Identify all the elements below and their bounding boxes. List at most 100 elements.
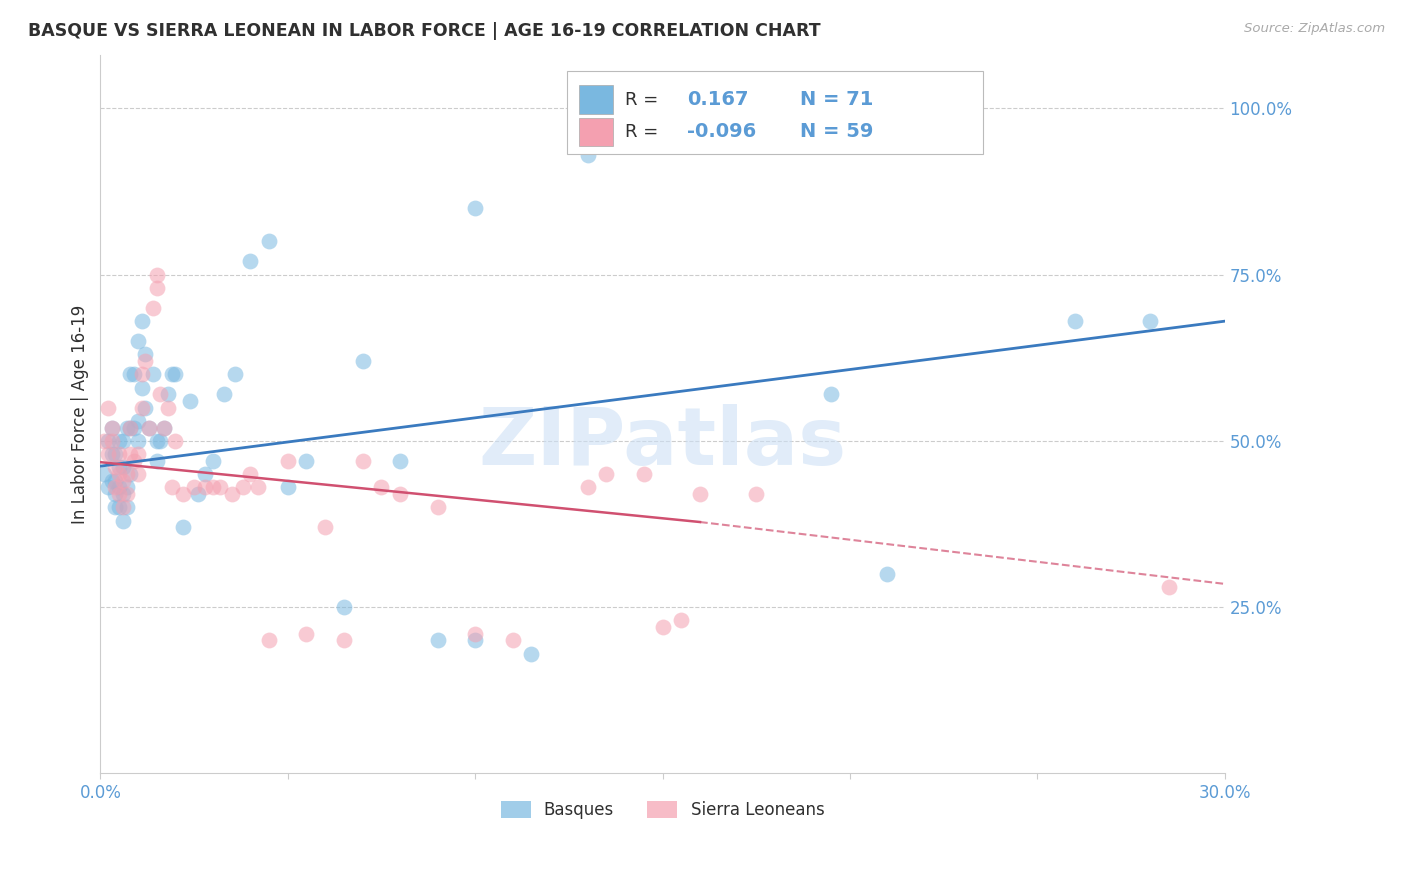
Point xyxy=(131,401,153,415)
Point xyxy=(108,487,131,501)
Point xyxy=(127,414,149,428)
Point xyxy=(160,368,183,382)
Point xyxy=(131,381,153,395)
Point xyxy=(295,454,318,468)
Point xyxy=(111,500,134,515)
Point xyxy=(100,474,122,488)
Point xyxy=(502,633,524,648)
Point xyxy=(295,626,318,640)
Point xyxy=(277,480,299,494)
Point xyxy=(127,434,149,448)
Point xyxy=(122,420,145,434)
Point xyxy=(127,447,149,461)
Point xyxy=(352,454,374,468)
Point xyxy=(257,235,280,249)
Point xyxy=(115,480,138,494)
Point xyxy=(165,368,187,382)
Point xyxy=(232,480,254,494)
Text: 0.167: 0.167 xyxy=(688,90,749,109)
Point xyxy=(100,447,122,461)
Point xyxy=(464,633,486,648)
Point xyxy=(333,600,356,615)
Point xyxy=(239,254,262,268)
Point xyxy=(120,420,142,434)
Point xyxy=(115,420,138,434)
Y-axis label: In Labor Force | Age 16-19: In Labor Force | Age 16-19 xyxy=(72,305,89,524)
Point xyxy=(576,480,599,494)
Point xyxy=(165,434,187,448)
Point xyxy=(576,135,599,149)
Point xyxy=(389,487,412,501)
Point xyxy=(156,401,179,415)
Point xyxy=(224,368,246,382)
Point xyxy=(1063,314,1085,328)
Point xyxy=(104,474,127,488)
Point xyxy=(145,281,167,295)
Point xyxy=(131,314,153,328)
Point xyxy=(194,480,217,494)
Point xyxy=(314,520,336,534)
Point xyxy=(97,434,120,448)
Point xyxy=(212,387,235,401)
Point xyxy=(97,447,120,461)
Point xyxy=(111,514,134,528)
Point xyxy=(122,368,145,382)
Point xyxy=(153,420,176,434)
Point xyxy=(179,394,201,409)
Point xyxy=(426,500,449,515)
Point xyxy=(651,620,673,634)
Point xyxy=(370,480,392,494)
Point xyxy=(149,434,172,448)
Point xyxy=(153,420,176,434)
Point xyxy=(145,434,167,448)
Point xyxy=(111,474,134,488)
Text: -0.096: -0.096 xyxy=(688,122,756,142)
Point xyxy=(122,454,145,468)
Point xyxy=(120,420,142,434)
Point xyxy=(100,420,122,434)
Point xyxy=(127,467,149,482)
FancyBboxPatch shape xyxy=(579,86,613,114)
Point xyxy=(576,148,599,162)
Point xyxy=(120,368,142,382)
Point xyxy=(783,101,806,115)
Point xyxy=(209,480,232,494)
Point xyxy=(464,626,486,640)
Point xyxy=(104,480,127,494)
Point xyxy=(333,633,356,648)
FancyBboxPatch shape xyxy=(579,118,613,146)
Point xyxy=(93,467,115,482)
Point xyxy=(108,467,131,482)
Text: ZIPatlas: ZIPatlas xyxy=(478,404,846,482)
Point xyxy=(145,454,167,468)
Point xyxy=(120,447,142,461)
Point xyxy=(131,368,153,382)
Text: N = 71: N = 71 xyxy=(800,90,873,109)
Point xyxy=(145,268,167,282)
Point xyxy=(183,480,205,494)
Point xyxy=(115,467,138,482)
Point xyxy=(115,487,138,501)
Point xyxy=(142,368,165,382)
Point xyxy=(671,101,693,115)
Point xyxy=(277,454,299,468)
Point xyxy=(426,633,449,648)
Point xyxy=(614,121,637,136)
Legend: Basques, Sierra Leoneans: Basques, Sierra Leoneans xyxy=(494,795,831,826)
Point xyxy=(352,354,374,368)
Point xyxy=(633,467,655,482)
Point xyxy=(108,480,131,494)
Point xyxy=(93,434,115,448)
Point xyxy=(1157,580,1180,594)
Point xyxy=(97,401,120,415)
Text: R =: R = xyxy=(626,91,665,109)
Point xyxy=(134,347,156,361)
Point xyxy=(111,460,134,475)
Point xyxy=(520,647,543,661)
Point xyxy=(156,387,179,401)
Point xyxy=(201,454,224,468)
Point xyxy=(104,487,127,501)
Point xyxy=(820,387,842,401)
Point xyxy=(689,101,711,115)
Point xyxy=(239,467,262,482)
